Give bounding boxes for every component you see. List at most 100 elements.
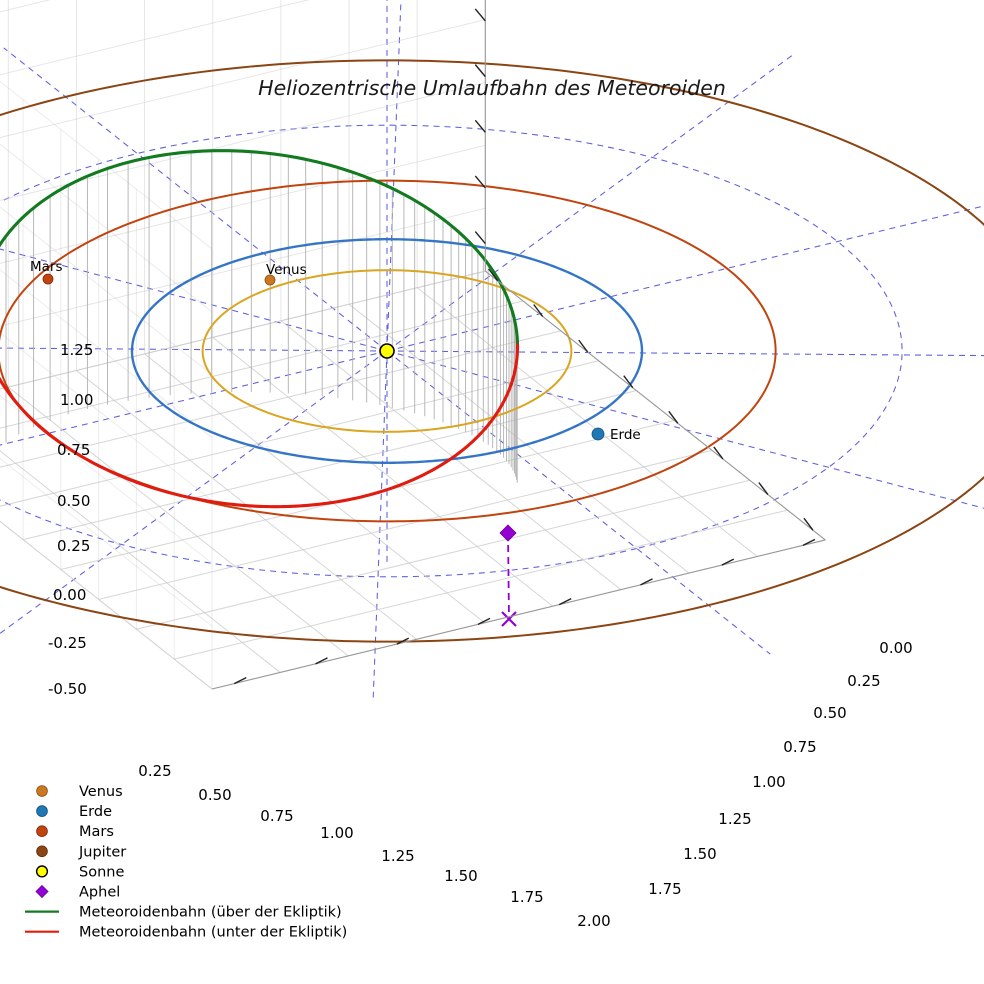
- wall-gridline: [0, 143, 213, 313]
- floor-gridline: [0, 450, 281, 673]
- ecliptic-spoke: [386, 350, 984, 357]
- z-tick-label: 1.25: [60, 341, 93, 359]
- legend-marker-swatch: [35, 884, 49, 899]
- x-tick: [713, 446, 724, 460]
- x-tick-label: 2.00: [577, 912, 610, 930]
- wall-gridline: [0, 207, 486, 327]
- ecliptic-circle: [0, 124, 903, 578]
- floor-gridline: [136, 479, 750, 630]
- legend-item-aphel[interactable]: Aphel: [35, 884, 120, 901]
- ecliptic-spoke: [386, 53, 795, 352]
- x-axis-spine: [484, 270, 826, 541]
- floor-gridline: [98, 449, 713, 600]
- x-tick: [623, 375, 634, 389]
- x-tick-label: 1.00: [320, 824, 353, 842]
- legend-label: Mars: [79, 824, 114, 840]
- legend-item-sonne[interactable]: Sonne: [35, 864, 125, 880]
- z-tick-label: 0.25: [57, 537, 90, 555]
- x-tick-label: 0.25: [138, 762, 171, 780]
- y-tick: [233, 676, 247, 685]
- ecliptic-spoke: [372, 350, 388, 698]
- z-tick: [474, 8, 486, 22]
- wall-gridline: [0, 520, 213, 690]
- x-tick-label: 1.25: [381, 847, 414, 865]
- y-tick-label: 1.00: [752, 773, 785, 791]
- x-tick: [533, 304, 544, 317]
- legend-marker-swatch: [36, 785, 48, 797]
- wall-gridline: [0, 206, 213, 376]
- ecliptic-spoke: [3, 47, 388, 352]
- y-tick: [640, 578, 653, 586]
- y-tick: [802, 538, 816, 547]
- aphel-drop-line: [507, 532, 510, 620]
- x-tick: [578, 339, 589, 353]
- y-tick: [558, 597, 572, 606]
- floor-gridline: [0, 300, 524, 429]
- legend-item-erde[interactable]: Erde: [36, 804, 112, 820]
- z-tick-label: -0.25: [48, 634, 87, 652]
- wall-gridline: [0, 332, 213, 501]
- legend-label: Meteoroidenbahn (unter der Ekliptik): [79, 925, 347, 941]
- ecliptic-spoke: [0, 350, 388, 634]
- z-tick-label: 0.50: [57, 492, 90, 510]
- legend-item-meteoroidenbahn-ber-der-ekliptik-[interactable]: Meteoroidenbahn (über der Ekliptik): [25, 905, 342, 921]
- meteoroid-below-ecliptic: [513, 343, 520, 374]
- y-tick: [721, 558, 735, 566]
- legend-label: Meteoroidenbahn (über der Ekliptik): [79, 905, 342, 921]
- y-tick: [396, 637, 410, 645]
- axis-tick-labels: 0.250.500.751.001.251.501.752.000.000.25…: [48, 341, 913, 930]
- legend-item-meteoroidenbahn-unter-der-ekliptik-[interactable]: Meteoroidenbahn (unter der Ekliptik): [25, 925, 347, 941]
- legend-label: Jupiter: [78, 844, 126, 860]
- orbit-jupiter: [0, 59, 984, 643]
- meteoroid-orbit-path: [0, 149, 520, 509]
- y-tick-label: 1.25: [718, 810, 751, 828]
- orbit-venus: [201, 269, 573, 433]
- wall-gridline: [0, 0, 51, 13]
- legend-marker-swatch: [36, 825, 48, 837]
- x-tick: [488, 268, 499, 282]
- legend-label: Erde: [79, 804, 112, 820]
- marker-venus: [264, 274, 276, 286]
- meteoroid-below-ecliptic: [0, 370, 517, 509]
- planet-orbit-paths: [0, 59, 984, 643]
- x-tick-label: 0.75: [260, 807, 293, 825]
- wall-gridline: [0, 270, 486, 390]
- legend-item-mars[interactable]: Mars: [36, 824, 114, 840]
- floor-gridline: [212, 336, 554, 607]
- legend-marker-swatch: [35, 865, 49, 878]
- wall-gridline: [0, 457, 213, 627]
- body-text-labels: Mars Venus Erde: [30, 259, 641, 443]
- z-tick: [474, 64, 486, 78]
- page-title: Heliozentrische Umlaufbahn des Meteoroid…: [258, 76, 726, 100]
- x-tick-label: 0.50: [198, 786, 231, 804]
- z-tick-label: -0.50: [48, 680, 87, 698]
- marker-sonne: [379, 343, 395, 359]
- z-tick: [474, 231, 486, 245]
- y-tick-label: 1.50: [683, 845, 716, 863]
- floor-gridline: [174, 509, 788, 660]
- marker-mars: [42, 273, 54, 285]
- marker-aphel-projektion: [501, 611, 517, 627]
- body-label-mars: Mars: [30, 259, 63, 275]
- wall-gridline: [0, 80, 213, 250]
- floor-gridline: [0, 270, 486, 390]
- floor-gridline: [7, 386, 349, 657]
- y-tick-label: 0.75: [783, 738, 816, 756]
- legend[interactable]: Venus Erde Mars Jupiter Sonne Aphel Meteoroide…: [25, 784, 347, 941]
- floor-gridline: [22, 390, 637, 541]
- wall-gridline: [0, 19, 486, 139]
- ecliptic-spoke: [386, 205, 984, 352]
- legend-label: Venus: [79, 784, 123, 800]
- marker-erde: [591, 427, 605, 441]
- legend-item-jupiter[interactable]: Jupiter: [36, 844, 127, 860]
- z-tick: [474, 175, 486, 189]
- wall-gridline: [0, 0, 310, 76]
- wall-gridline: [0, 269, 213, 438]
- y-axis-spine: [211, 539, 826, 690]
- legend-item-venus[interactable]: Venus: [36, 784, 123, 800]
- x-tick-label: 1.50: [444, 867, 477, 885]
- legend-label: Aphel: [79, 885, 120, 901]
- z-tick: [474, 119, 486, 133]
